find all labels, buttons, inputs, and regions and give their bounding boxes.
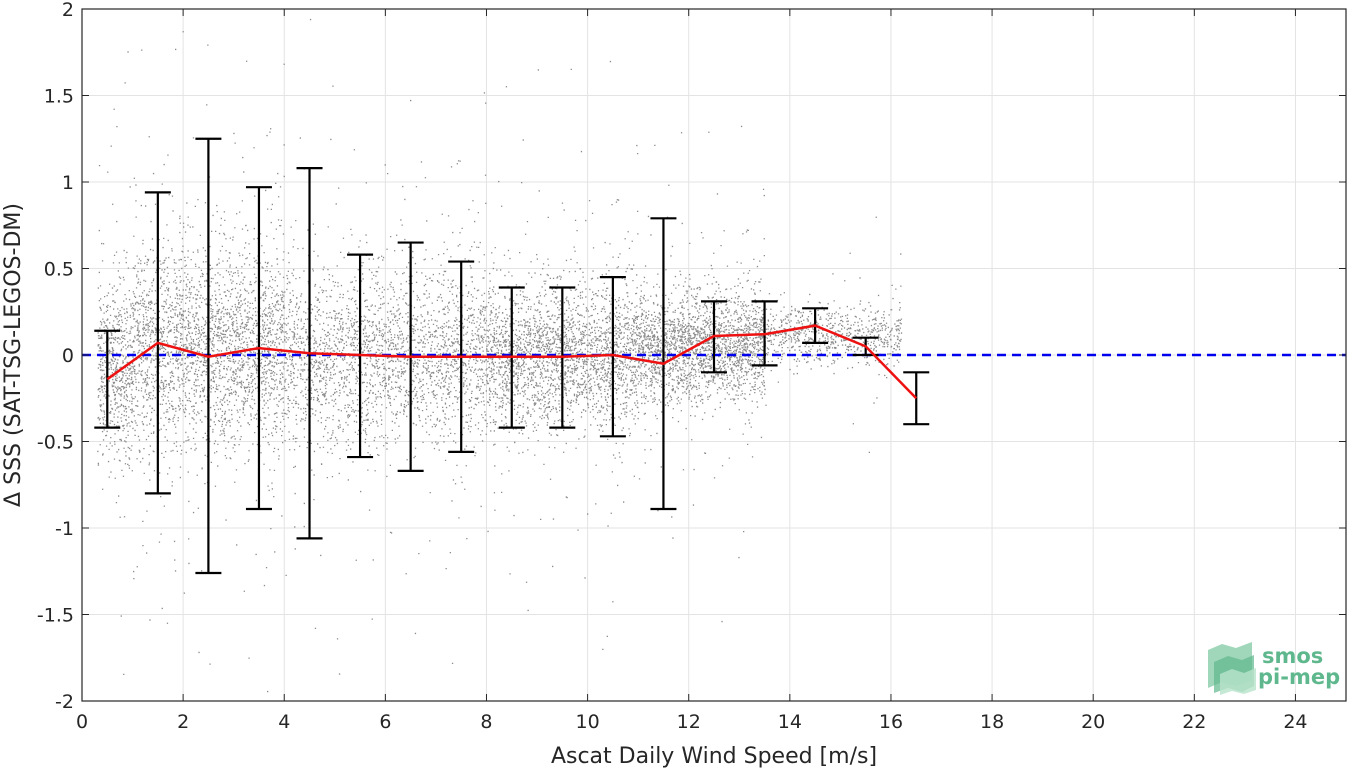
error-bar [94,329,121,429]
axes [81,8,1347,702]
x-tick-label: 24 [1283,711,1307,733]
error-bar [599,276,626,438]
logo-text-smos: smos [1262,644,1323,668]
logo-mark-icon [1208,642,1256,695]
mean-line [106,324,918,400]
y-tick-label: 1 [62,172,74,194]
x-tick-label: 10 [576,711,600,733]
x-tick-label: 22 [1182,711,1206,733]
x-tick-label: 6 [379,711,391,733]
x-axis-label: Ascat Daily Wind Speed [m/s] [551,744,877,769]
y-axis-label: Δ SSS (SAT-TSG-LEGOS-DM) [1,203,26,507]
y-tick-label: 1.5 [44,86,74,108]
smos-pi-mep-logo: smos pi-mep [1208,642,1340,695]
x-tick-label: 0 [76,711,88,733]
x-tick-label: 4 [278,711,290,733]
y-tick-label: -1 [55,518,74,540]
x-tick-label: 12 [677,711,701,733]
y-tick-label: 2 [62,0,74,21]
mean-line-path [106,324,918,400]
y-tick-label: -0.5 [37,432,74,454]
x-tick-label: 2 [177,711,189,733]
y-tick-label: -1.5 [37,605,74,627]
y-tick-labels: -2 -1.5 -1 -0.5 0 0.5 1 1.5 2 [37,0,74,713]
y-tick-label: -2 [55,691,74,713]
y-tick-label: 0 [62,345,74,367]
logo-text-pi-mep: pi-mep [1258,665,1340,689]
x-tick-label: 14 [778,711,802,733]
x-tick-label: 20 [1081,711,1105,733]
y-tick-label: 0.5 [44,259,74,281]
x-tick-labels: 0 2 4 6 8 10 12 14 16 18 20 22 24 [76,711,1308,733]
x-tick-label: 8 [480,711,492,733]
x-tick-label: 16 [879,711,903,733]
x-tick-label: 18 [980,711,1004,733]
